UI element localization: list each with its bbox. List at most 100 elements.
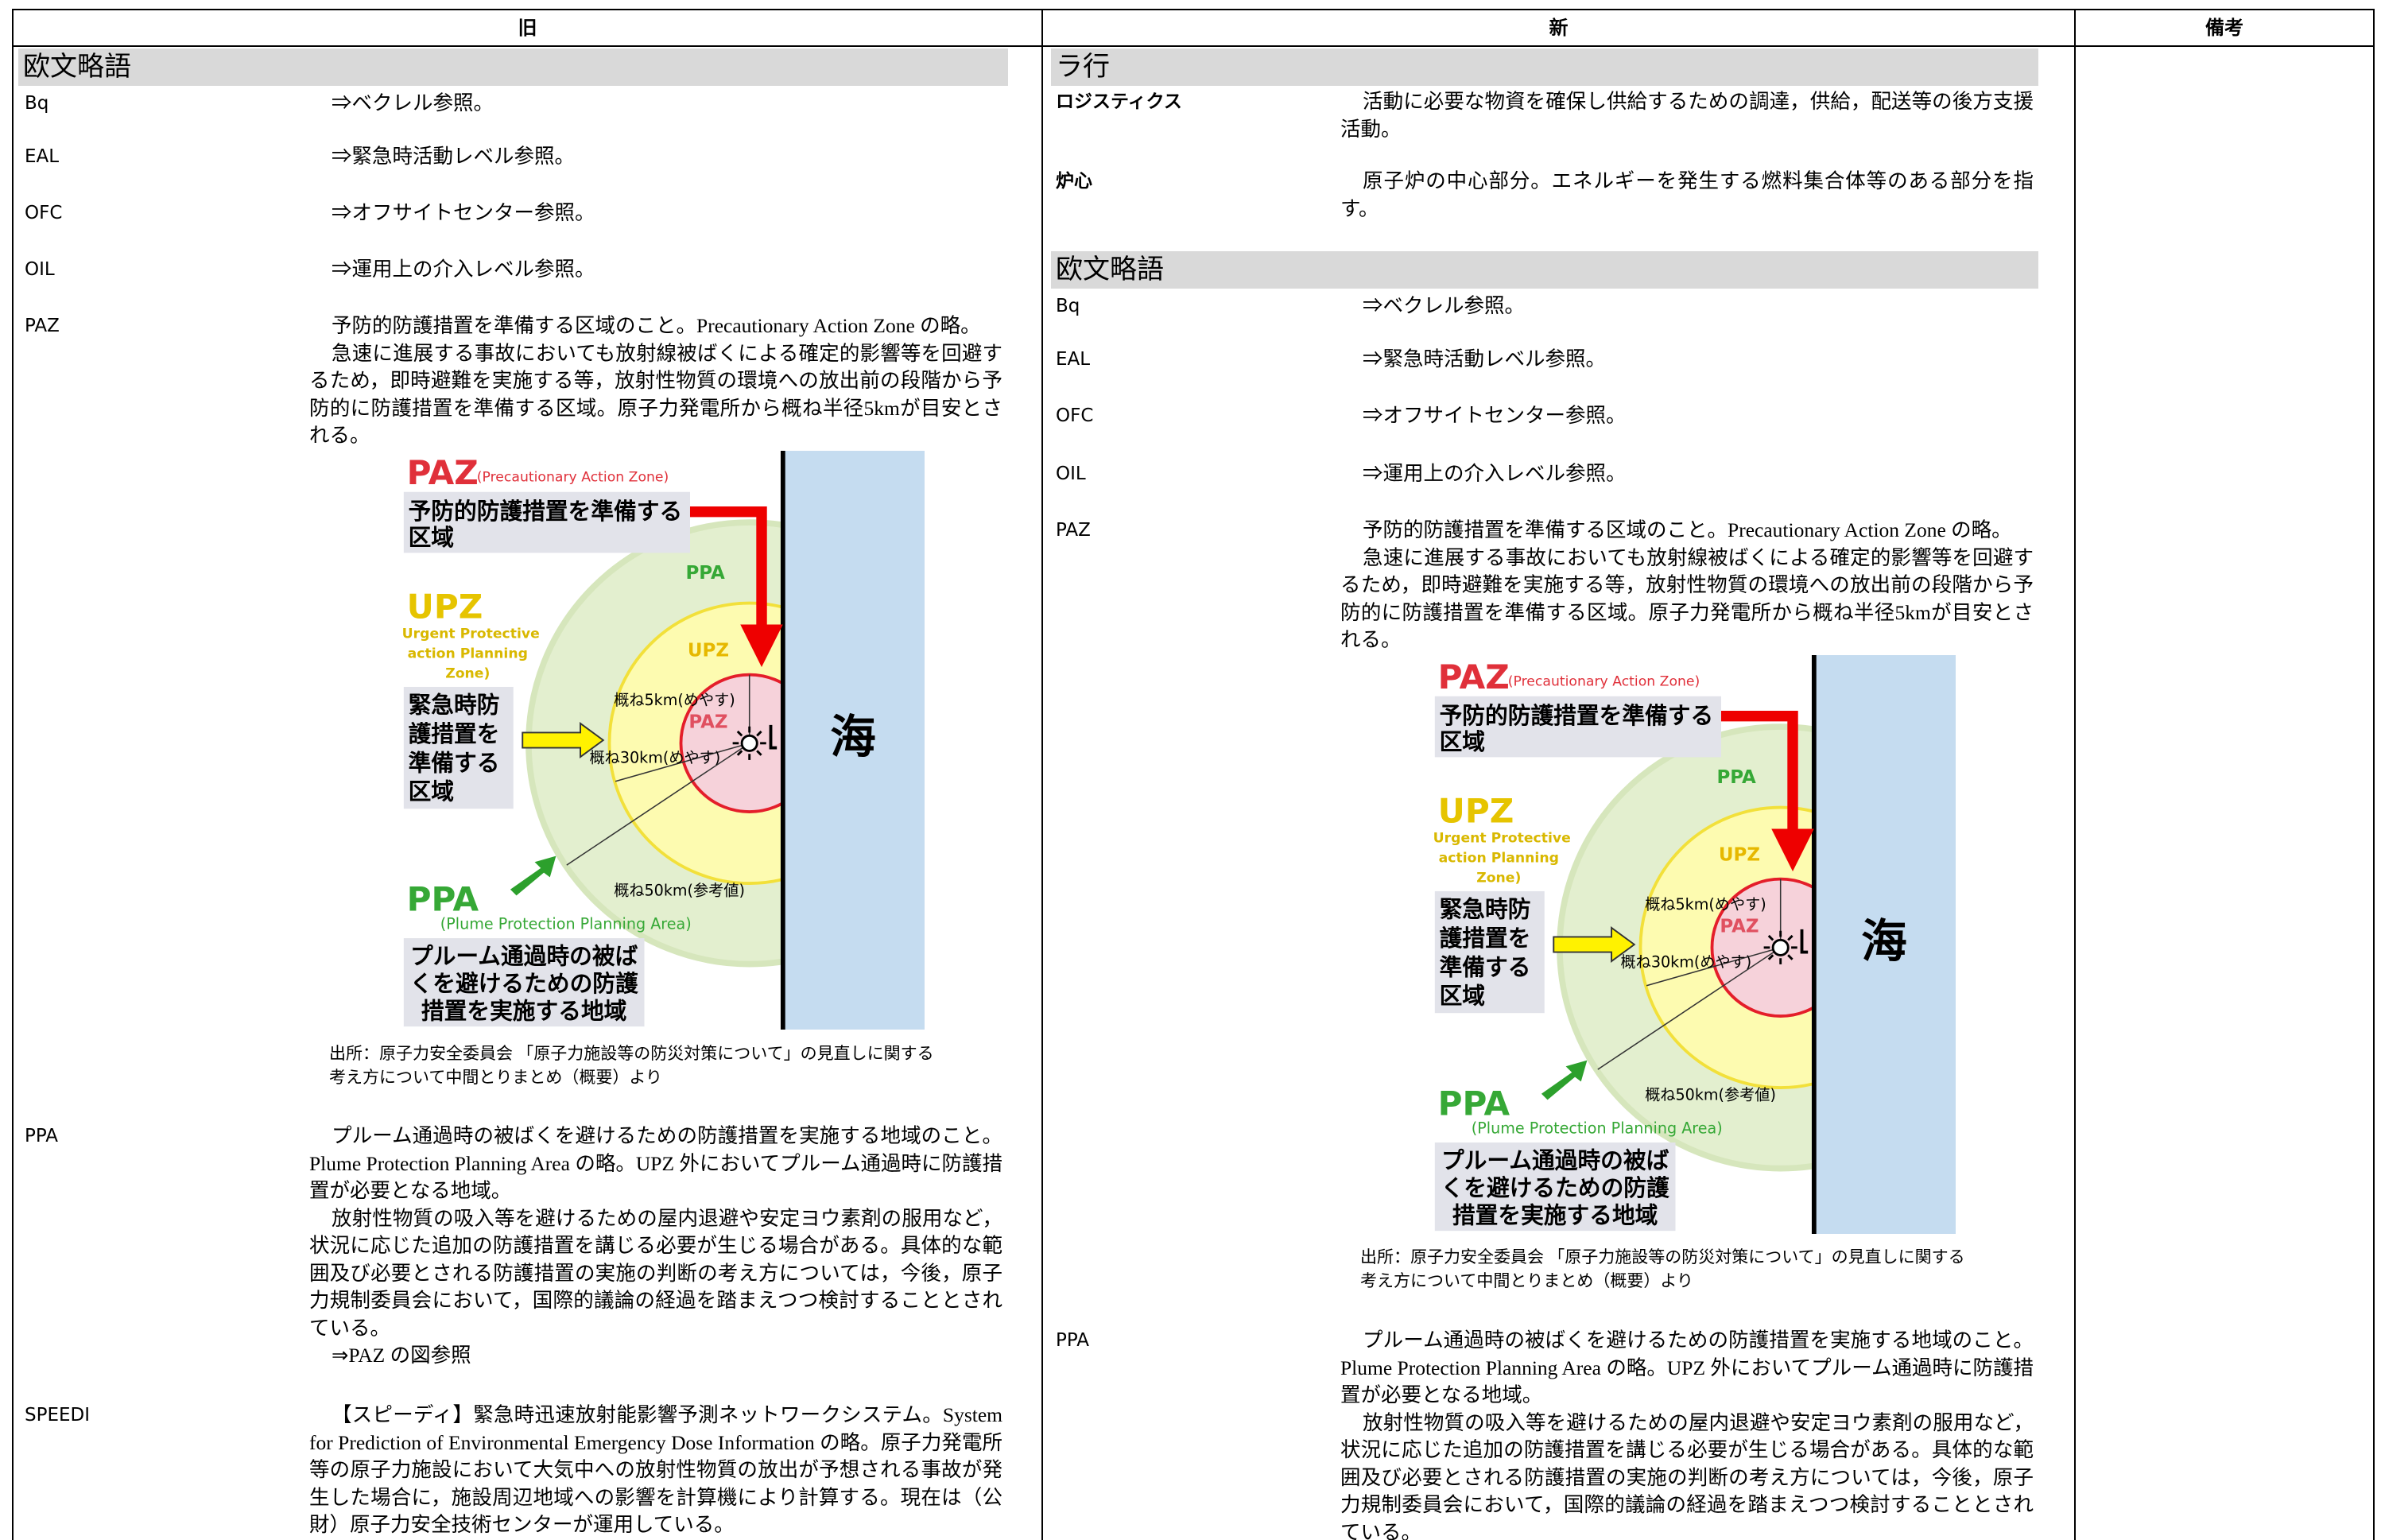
- sea: [1812, 655, 1956, 1234]
- sea: [781, 451, 925, 1030]
- figure-source: 出所：原子力安全委員会 「原子力施設等の防災対策について」の見直しに関する 考え方…: [329, 1042, 934, 1089]
- header-new: 新: [1549, 17, 1569, 39]
- radius-label: 概ね50km(参考値): [614, 881, 745, 899]
- ppa-en: (Plume Protection Planning Area): [440, 915, 692, 933]
- ppa-arrow: [510, 855, 556, 896]
- upz-en: action Planning: [408, 646, 528, 662]
- facility-ray: [736, 750, 743, 756]
- paragraph: 急速に進展する事故においても放射線被ばくによる確定的影響等を回避するため，即時避…: [1340, 545, 2034, 652]
- paragraph: ⇒PAZ の図参照: [332, 1344, 471, 1367]
- paragraph: プルーム通過時の被ばくを避けるための防護措置を実施する地域のこと。Plume P…: [1340, 1329, 2034, 1406]
- paragraph: 原子炉の中心部分。エネルギーを発生する燃料集合体等のある部分を指す。: [1340, 169, 2034, 220]
- header-old: 旧: [518, 17, 537, 39]
- term: EAL: [1056, 349, 1091, 370]
- upz-description: 準備する: [409, 749, 500, 776]
- description: 活動に必要な物資を確保し供給するための調達，供給，配送等の後方支援活動。: [1340, 88, 2034, 143]
- description: ⇒オフサイトセンター参照。: [1340, 402, 2034, 430]
- term: PAZ: [25, 316, 60, 336]
- upz-description: 緊急時防: [409, 692, 500, 719]
- upz-description: 護措置を: [1440, 925, 1531, 952]
- paragraph: 【スピーディ】緊急時迅速放射能影響予測ネットワークシステム。System for…: [309, 1403, 1002, 1536]
- source-line: 考え方について中間とりまとめ（概要）より: [1360, 1271, 1693, 1290]
- upz-en: Zone): [1476, 870, 1521, 886]
- paragraph: ⇒運用上の介入レベル参照。: [1363, 462, 1627, 485]
- facility-ray: [1787, 934, 1794, 941]
- paz-description: 予防的防護措置を準備する: [409, 498, 683, 525]
- facility-ray: [1767, 934, 1774, 941]
- figure: 海 PPA UPZ PAZ 概ね5km(めやす) 概ね30km(めやす) 概ね50km(参考…: [401, 451, 925, 1030]
- upz-description: 区域: [409, 778, 455, 805]
- zone-label: PAZ: [688, 712, 727, 733]
- paragraph: ⇒オフサイトセンター参照。: [332, 201, 595, 224]
- paz-title: PAZ: [407, 453, 479, 492]
- zone-label: UPZ: [688, 641, 729, 661]
- table-border: [12, 9, 14, 1540]
- description: ⇒緊急時活動レベル参照。: [309, 143, 1002, 171]
- paragraph: プルーム通過時の被ばくを避けるための防護措置を実施する地域のこと。Plume P…: [309, 1124, 1002, 1202]
- paragraph: 予防的防護措置を準備する区域のこと。Precautionary Action Z…: [332, 314, 981, 337]
- paz-description: 予防的防護措置を準備する: [1440, 702, 1714, 729]
- term: Bq: [1056, 296, 1080, 316]
- radius-label: 概ね30km(めやす): [590, 749, 721, 767]
- ppa-title: PPA: [407, 880, 479, 919]
- ppa-description: プルーム通過時の被ば: [1441, 1147, 1669, 1174]
- term: PPA: [1056, 1330, 1090, 1351]
- zone-label: PPA: [685, 563, 725, 584]
- radius-label: 概ね30km(めやす): [1621, 953, 1752, 972]
- upz-en: (Urgent Protective: [401, 626, 540, 642]
- label-box: [403, 686, 514, 809]
- ppa-description: プルーム通過時の被ば: [410, 943, 638, 970]
- facility-ray: [756, 750, 762, 756]
- zone-label: PPA: [1716, 767, 1756, 788]
- table-border: [2074, 9, 2076, 1540]
- paragraph: ⇒運用上の介入レベル参照。: [332, 258, 595, 281]
- description: ⇒運用上の介入レベル参照。: [1340, 460, 2034, 488]
- paragraph: 予防的防護措置を準備する区域のこと。Precautionary Action Z…: [1363, 518, 2012, 541]
- description: ⇒ベクレル参照。: [309, 90, 1002, 118]
- paragraph: 放射性物質の吸入等を避けるための屋内退避や安定ヨウ素剤の服用など，状況に応じた追…: [309, 1206, 1002, 1340]
- sea-label: 海: [1861, 914, 1906, 968]
- section-heading: 欧文略語: [18, 48, 1008, 86]
- ppa-description: くを避けるための防護: [1441, 1174, 1669, 1201]
- section-heading: ラ行: [1051, 48, 2038, 86]
- paragraph: 急速に進展する事故においても放射線被ばくによる確定的影響等を回避するため，即時避…: [309, 341, 1002, 448]
- table-border: [12, 45, 2375, 47]
- upz-en: Zone): [445, 665, 490, 681]
- paz-title: PAZ: [1438, 658, 1510, 696]
- paragraph: 放射性物質の吸入等を避けるための屋内退避や安定ヨウ素剤の服用など，状況に応じた追…: [1340, 1410, 2034, 1540]
- paz-description: 区域: [409, 524, 455, 551]
- ppa-arrow: [1541, 1060, 1588, 1100]
- description: ⇒運用上の介入レベル参照。: [309, 256, 1002, 284]
- term: SPEEDI: [25, 1405, 91, 1426]
- facility: [1771, 938, 1790, 956]
- paz-arrow: [1720, 710, 1814, 872]
- source-line: 考え方について中間とりまとめ（概要）より: [329, 1068, 662, 1087]
- description: 予防的防護措置を準備する区域のこと。Precautionary Action Z…: [309, 312, 1002, 450]
- paragraph: ⇒オフサイトセンター参照。: [1363, 404, 1627, 427]
- paragraph: ⇒緊急時活動レベル参照。: [332, 145, 576, 168]
- upz-en: action Planning: [1439, 851, 1559, 867]
- term: PPA: [25, 1126, 59, 1146]
- term: OFC: [1056, 405, 1094, 426]
- zone-label: UPZ: [1719, 845, 1760, 866]
- upz-description: 緊急時防: [1440, 896, 1531, 923]
- upz-title: UPZ: [1438, 792, 1514, 831]
- facility-wall: [1800, 929, 1809, 954]
- ppa-description: 措置を実施する地域: [1452, 1202, 1658, 1229]
- label-box: [403, 491, 690, 553]
- upz-en: (Urgent Protective: [1432, 831, 1571, 847]
- term: OIL: [1056, 464, 1086, 484]
- description: ⇒ベクレル参照。: [1340, 293, 2034, 320]
- description: ⇒オフサイトセンター参照。: [309, 200, 1002, 227]
- upz-arrow: [1553, 926, 1636, 963]
- upz-description: 護措置を: [409, 720, 500, 747]
- paragraph: ⇒緊急時活動レベル参照。: [1363, 347, 1607, 370]
- ppa-description: くを避けるための防護: [410, 970, 638, 997]
- ppa-title: PPA: [1438, 1084, 1510, 1123]
- section-heading: 欧文略語: [1051, 251, 2038, 289]
- description: プルーム通過時の被ばくを避けるための防護措置を実施する地域のこと。Plume P…: [1340, 1327, 2034, 1540]
- facility-ray: [736, 730, 743, 737]
- upz-title: UPZ: [407, 588, 483, 626]
- term: Bq: [25, 93, 49, 114]
